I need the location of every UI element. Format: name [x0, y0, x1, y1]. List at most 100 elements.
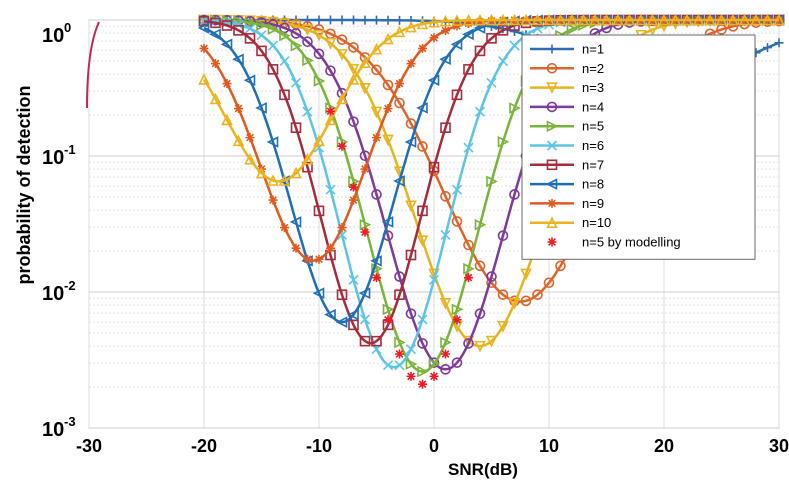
data-point: [623, 13, 636, 26]
legend-label: n=6: [582, 138, 604, 153]
legend-marker: [546, 82, 558, 94]
data-point: [566, 23, 579, 35]
data-point: [370, 42, 383, 55]
data-point: [279, 22, 290, 34]
legend-entry: n=2: [530, 61, 604, 76]
data-point: [348, 42, 359, 53]
data-point: [761, 13, 774, 26]
data-point: [337, 15, 347, 25]
series-line: [202, 18, 779, 183]
data-point: [439, 53, 451, 66]
data-point: [394, 336, 406, 349]
data-point: [349, 15, 358, 25]
data-point: [371, 189, 382, 200]
data-point: [279, 89, 290, 101]
data-point: [405, 344, 417, 355]
data-point: [486, 271, 497, 282]
data-point: [509, 40, 520, 51]
data-point: [727, 13, 739, 26]
y-axis-label: probability of detection: [14, 85, 34, 284]
legend-label: n=5: [582, 119, 604, 134]
data-point: [244, 33, 256, 44]
data-point: [303, 254, 312, 264]
data-point: [348, 116, 359, 127]
legend-entry: n=9: [530, 196, 604, 211]
data-point: [347, 63, 360, 76]
data-point: [371, 64, 382, 76]
data-point: [326, 15, 335, 25]
data-point: [290, 28, 302, 39]
data-point: [301, 152, 314, 165]
data-point: [313, 205, 325, 217]
data-point: [220, 38, 233, 51]
data-point: [279, 29, 291, 42]
data-point: [313, 29, 325, 42]
data-point: [497, 13, 509, 26]
data-point: [245, 133, 255, 143]
data-point: [508, 298, 521, 310]
legend-marker: [546, 140, 558, 151]
data-point: [406, 59, 416, 69]
data-point: [394, 97, 405, 109]
data-point: [475, 17, 485, 27]
data-point: [543, 13, 555, 26]
data-point: [303, 15, 312, 25]
data-point: [474, 340, 486, 353]
data-point: [555, 260, 566, 272]
data-point: [222, 79, 232, 89]
data-point: [750, 13, 762, 26]
data-point: [485, 335, 498, 348]
data-point: [463, 239, 474, 251]
legend-entry: n=5: [530, 119, 604, 134]
data-point: [267, 16, 279, 29]
data-point: [520, 295, 532, 307]
legend-label: n=10: [582, 215, 611, 230]
series-n-5-by-modelling: [326, 106, 473, 389]
data-point: [301, 24, 314, 36]
data-point: [405, 358, 418, 370]
legend-entry: n=1: [530, 42, 604, 57]
legend-label: n=9: [582, 196, 604, 211]
data-point: [370, 255, 382, 267]
data-point: [416, 102, 428, 114]
data-point: [209, 92, 222, 105]
data-point: [509, 189, 520, 200]
data-point: [324, 113, 337, 126]
data-point: [612, 13, 624, 26]
legend-label: n=7: [582, 157, 604, 172]
data-point: [197, 22, 210, 34]
legend-entry: n=10: [530, 215, 611, 230]
data-point: [464, 273, 473, 283]
data-point: [372, 133, 381, 143]
data-point: [336, 49, 348, 61]
legend-entry: n=6: [530, 138, 604, 153]
data-point: [336, 34, 348, 45]
data-point: [290, 122, 302, 133]
data-point: [577, 13, 590, 26]
data-point: [382, 32, 394, 45]
data-point: [381, 216, 394, 228]
data-point: [210, 17, 221, 29]
data-point: [406, 371, 416, 381]
y-tick-label: 10: [42, 283, 64, 305]
data-point: [278, 175, 290, 187]
data-point: [371, 262, 383, 275]
x-tick-label: -10: [306, 436, 332, 456]
legend-marker: [546, 159, 558, 171]
legend: n=1 n=2 n=3 n=4 n=5 n=6 n=7 n=8 n=9 n=10 n=5 by mo…: [521, 34, 756, 260]
data-point: [267, 40, 279, 51]
legend-marker: [547, 44, 557, 54]
data-point: [763, 43, 772, 53]
legend-marker: [545, 178, 558, 190]
data-point: [452, 21, 462, 31]
data-point: [417, 338, 428, 349]
data-point: [520, 268, 532, 281]
data-point: [382, 360, 394, 371]
data-point: [313, 48, 325, 60]
x-axis-label: SNR(dB): [448, 460, 518, 479]
data-point: [393, 175, 405, 187]
data-point: [291, 243, 301, 253]
data-point: [428, 161, 440, 173]
data-point: [267, 174, 279, 186]
